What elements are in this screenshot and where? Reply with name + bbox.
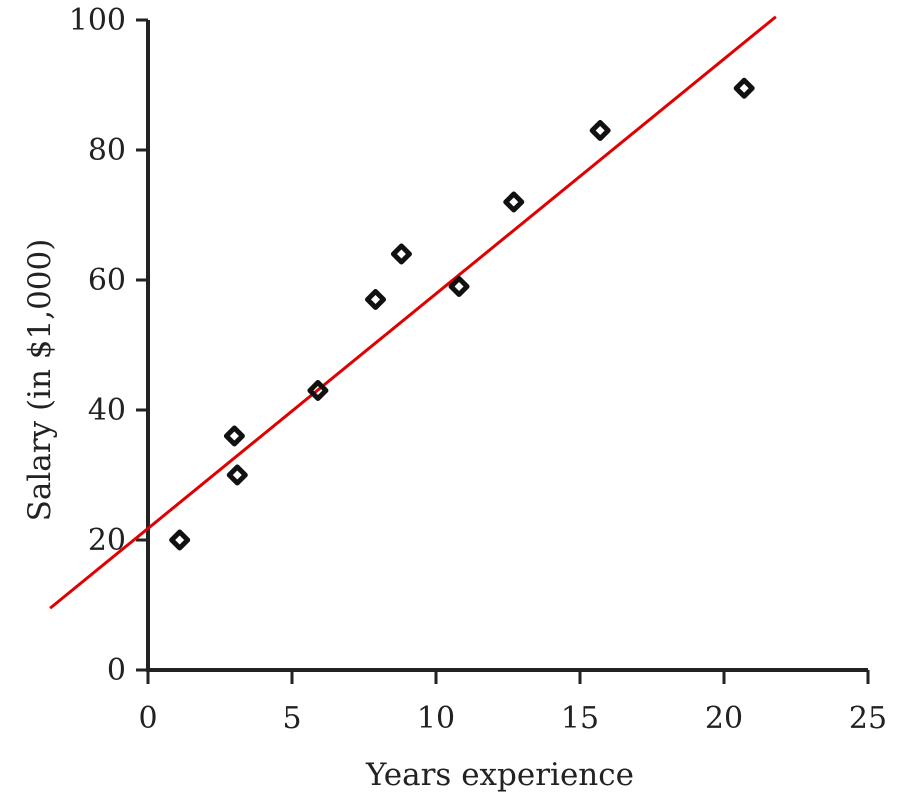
data-point <box>448 276 470 297</box>
trend-line <box>49 15 777 610</box>
x-tick-label: 5 <box>282 701 301 736</box>
x-tick-label: 20 <box>705 701 743 736</box>
data-point <box>390 243 412 265</box>
data-point <box>365 289 387 310</box>
x-tick-label: 10 <box>417 701 455 736</box>
data-point <box>169 529 191 551</box>
y-tick-label: 100 <box>69 3 126 38</box>
data-point <box>226 464 248 486</box>
y-axis-title: Salary (in $1,000) <box>22 239 58 522</box>
x-axis-title: Years experience <box>365 757 634 793</box>
x-tick-label: 0 <box>138 701 157 736</box>
data-point <box>733 77 755 99</box>
data-point <box>307 380 329 401</box>
data-point <box>503 191 525 213</box>
y-tick-label: 40 <box>88 393 126 428</box>
x-tick-label: 15 <box>561 701 599 736</box>
data-point <box>223 425 245 447</box>
data-point <box>589 120 611 141</box>
y-tick-label: 0 <box>107 653 126 688</box>
y-tick-label: 80 <box>88 133 126 168</box>
y-tick-label: 60 <box>88 263 126 298</box>
x-tick-label: 25 <box>849 701 887 736</box>
